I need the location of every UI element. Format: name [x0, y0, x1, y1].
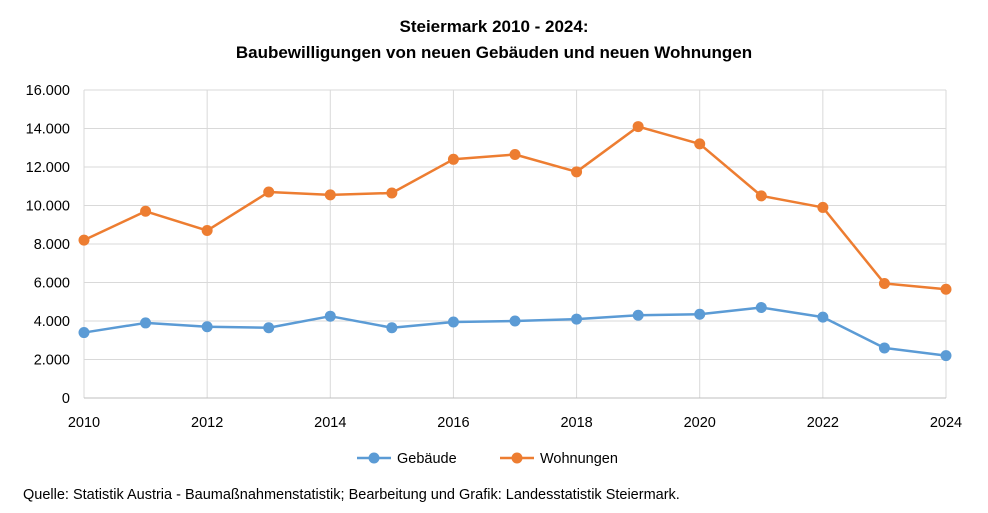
- legend-marker-geb-ude: [368, 452, 380, 464]
- y-tick-label: 2.000: [34, 353, 70, 369]
- data-point-wohnungen: [755, 190, 767, 202]
- data-point-wohnungen: [632, 121, 644, 133]
- x-tick-label: 2022: [807, 415, 839, 431]
- y-tick-label: 14.000: [26, 122, 70, 138]
- x-tick-label: 2014: [314, 415, 346, 431]
- series-line-geb-ude: [83, 306, 947, 357]
- data-point-geb-ude: [324, 310, 336, 322]
- data-point-geb-ude: [571, 313, 583, 325]
- data-point-geb-ude: [632, 309, 644, 321]
- x-tick-label: 2020: [684, 415, 716, 431]
- y-tick-label: 10.000: [26, 199, 70, 215]
- x-tick-label: 2024: [930, 415, 962, 431]
- chart-title-line-1: Steiermark 2010 - 2024:: [399, 17, 588, 36]
- data-point-geb-ude: [817, 311, 829, 323]
- data-point-geb-ude: [78, 327, 90, 339]
- y-tick-label: 6.000: [34, 276, 70, 292]
- data-point-wohnungen: [324, 189, 336, 201]
- y-tick-label: 4.000: [34, 314, 70, 330]
- y-tick-label: 16.000: [26, 83, 70, 99]
- gridlines: [83, 89, 947, 399]
- x-axis-labels: 2010 2012 2014 2016 2018 2020 2022 2024: [68, 415, 962, 431]
- data-point-geb-ude: [878, 342, 890, 354]
- data-point-wohnungen: [140, 205, 152, 217]
- data-point-wohnungen: [386, 187, 398, 199]
- plot-area: [78, 121, 952, 362]
- data-point-geb-ude: [201, 321, 213, 333]
- data-point-wohnungen: [571, 166, 583, 178]
- y-tick-label: 0: [62, 391, 70, 407]
- data-point-wohnungen: [201, 225, 213, 237]
- data-point-wohnungen: [78, 234, 90, 246]
- data-point-geb-ude: [940, 350, 952, 362]
- data-point-geb-ude: [386, 322, 398, 334]
- chart-title-line-2: Baubewilligungen von neuen Gebäuden und …: [236, 43, 752, 62]
- data-point-geb-ude: [694, 308, 706, 320]
- legend-marker-wohnungen: [511, 452, 523, 464]
- data-point-wohnungen: [817, 201, 829, 213]
- line-chart: Steiermark 2010 - 2024: Baubewilligungen…: [26, 17, 962, 467]
- source-note: Quelle: Statistik Austria - Baumaßnahmen…: [23, 487, 680, 503]
- data-point-geb-ude: [755, 302, 767, 314]
- data-point-geb-ude: [140, 317, 152, 329]
- x-tick-label: 2010: [68, 415, 100, 431]
- data-point-geb-ude: [447, 316, 459, 328]
- data-point-wohnungen: [878, 277, 890, 289]
- x-tick-label: 2018: [560, 415, 592, 431]
- y-axis-labels: 0 2.000 4.000 6.000 8.000 10.000 12.000 14.000 1…: [26, 83, 70, 407]
- data-point-wohnungen: [940, 283, 952, 295]
- data-point-wohnungen: [509, 148, 521, 160]
- data-point-geb-ude: [509, 315, 521, 327]
- data-point-wohnungen: [694, 138, 706, 150]
- legend-label-geb-ude: Gebäude: [397, 451, 457, 467]
- legend-label-wohnungen: Wohnungen: [540, 451, 618, 467]
- legend: Gebäude Wohnungen: [357, 451, 618, 467]
- y-tick-label: 8.000: [34, 237, 70, 253]
- data-point-wohnungen: [447, 153, 459, 165]
- data-point-geb-ude: [263, 322, 275, 334]
- y-tick-label: 12.000: [26, 160, 70, 176]
- x-tick-label: 2016: [437, 415, 469, 431]
- data-point-wohnungen: [263, 186, 275, 198]
- x-tick-label: 2012: [191, 415, 223, 431]
